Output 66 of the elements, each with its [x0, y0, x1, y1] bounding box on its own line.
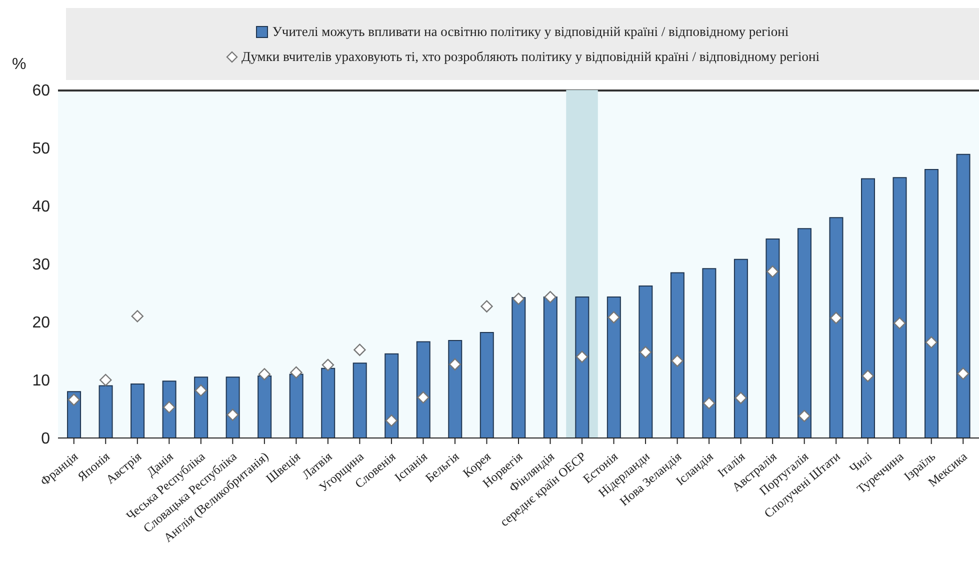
bar — [258, 375, 272, 438]
point — [639, 346, 652, 358]
point — [226, 408, 239, 421]
bar — [638, 286, 653, 438]
point — [862, 370, 874, 382]
point — [544, 290, 556, 304]
point — [417, 391, 430, 404]
point — [100, 374, 112, 386]
point — [576, 350, 588, 363]
bar — [606, 296, 621, 438]
point — [702, 397, 716, 410]
bar — [512, 297, 526, 438]
point — [163, 401, 176, 414]
point — [448, 358, 462, 370]
y-tick-label: 30 — [32, 256, 50, 274]
y-tick-label: 50 — [32, 140, 50, 158]
bar — [924, 168, 939, 438]
y-tick-label: 40 — [32, 198, 50, 216]
y-tick-label: 60 — [32, 82, 50, 100]
point — [830, 312, 842, 324]
bar — [352, 362, 367, 438]
point — [512, 292, 525, 305]
point — [385, 414, 398, 427]
point — [322, 358, 334, 372]
bar — [702, 268, 716, 438]
point — [131, 310, 144, 322]
bar — [892, 177, 907, 438]
bar — [670, 272, 684, 438]
bar — [226, 376, 240, 438]
bar — [766, 238, 780, 438]
legend-label: Учителі можуть впливати на освітню політику у відповідній країні / відповідному регіоні — [271, 24, 789, 40]
bar — [956, 154, 970, 438]
point — [798, 410, 810, 422]
bar — [130, 384, 145, 438]
point — [766, 265, 779, 278]
bar — [829, 217, 844, 438]
bar — [575, 296, 590, 438]
point — [194, 384, 208, 397]
bar — [543, 296, 558, 438]
point — [957, 368, 970, 380]
point — [258, 368, 271, 380]
bar — [321, 368, 336, 438]
point — [894, 317, 906, 330]
legend-label: Думки вчителів ураховують ті, хто розробляють політику у відповідній країні / відповідному регіоні — [240, 48, 820, 64]
bar — [384, 353, 399, 438]
bar — [480, 332, 494, 438]
y-tick-label: 20 — [32, 314, 50, 332]
point — [480, 300, 493, 312]
point — [608, 311, 620, 324]
point — [290, 366, 302, 379]
bar — [98, 385, 113, 438]
point — [671, 354, 684, 367]
bar — [860, 178, 875, 438]
bar — [416, 341, 430, 438]
y-tick-label: 10 — [32, 372, 50, 390]
bar — [734, 258, 748, 438]
bar — [797, 228, 812, 438]
bar — [448, 340, 462, 438]
point — [68, 394, 80, 406]
y-axis-title: % — [12, 56, 26, 74]
point — [925, 336, 938, 348]
bar — [289, 374, 304, 438]
y-tick-label: 0 — [41, 430, 50, 448]
point — [734, 392, 747, 404]
point — [354, 344, 366, 356]
bar — [194, 376, 208, 438]
